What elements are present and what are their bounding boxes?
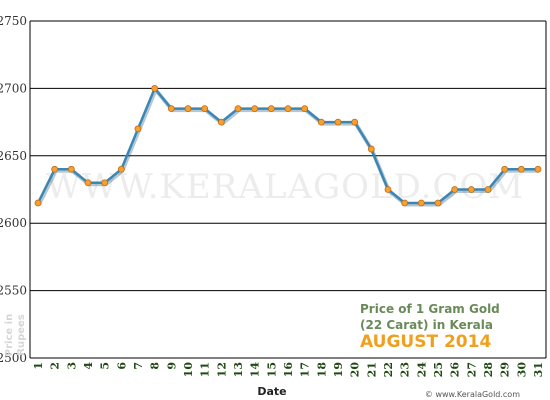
- x-tick-5: 5: [99, 362, 112, 370]
- x-tick-25: 25: [432, 362, 445, 377]
- x-tick-labels: 1 2 3 4 5 6 7 8 9 10 11 12 13 14 15 16 17 18 19 20 21 22 23 24 2…: [32, 362, 545, 378]
- x-tick-2: 2: [49, 362, 62, 370]
- data-point-17: [301, 105, 309, 113]
- x-axis-label: Date: [257, 385, 286, 398]
- x-tick-20: 20: [349, 362, 362, 378]
- data-point-28: [484, 186, 492, 193]
- y-tick-2550: 2550: [0, 284, 27, 298]
- x-tick-27: 27: [465, 362, 478, 377]
- data-point-19: [334, 118, 342, 126]
- gridlines: [30, 20, 546, 359]
- x-tick-9: 9: [165, 362, 178, 370]
- data-point-22: [384, 186, 392, 193]
- data-point-14: [251, 105, 259, 113]
- data-point-26: [451, 186, 459, 193]
- series-markers: [34, 85, 542, 207]
- x-tick-22: 22: [382, 362, 395, 377]
- x-tick-24: 24: [415, 362, 428, 378]
- data-point-23: [401, 199, 409, 207]
- x-tick-14: 14: [249, 362, 262, 378]
- data-point-21: [367, 145, 375, 153]
- x-tick-11: 11: [199, 362, 212, 377]
- chart-title-line1: Price of 1 Gram Gold: [360, 302, 500, 316]
- data-point-30: [517, 165, 525, 173]
- data-point-20: [351, 118, 359, 126]
- x-tick-12: 12: [215, 362, 228, 377]
- x-tick-26: 26: [449, 362, 462, 378]
- y-tick-2500: 2500: [0, 351, 27, 365]
- chart-subtitle: AUGUST 2014: [360, 332, 491, 352]
- y-axis-label-line1: Price in: [4, 314, 15, 356]
- y-tick-2750: 2750: [0, 14, 27, 28]
- data-point-29: [501, 165, 509, 173]
- data-point-16: [284, 105, 292, 113]
- x-tick-13: 13: [232, 362, 245, 377]
- y-tick-labels: 2500 2550 2600 2650 2700 2750: [0, 14, 27, 365]
- data-point-10: [184, 105, 192, 113]
- x-tick-18: 18: [315, 362, 328, 378]
- y-tick-2650: 2650: [0, 149, 27, 163]
- x-tick-15: 15: [265, 362, 278, 377]
- x-tick-31: 31: [532, 362, 545, 377]
- x-tick-6: 6: [115, 362, 128, 370]
- data-point-5: [101, 179, 109, 187]
- x-tick-8: 8: [149, 362, 162, 370]
- x-tick-23: 23: [399, 362, 412, 377]
- y-tick-2600: 2600: [0, 216, 27, 230]
- x-tick-10: 10: [182, 362, 195, 378]
- data-point-4: [84, 179, 92, 187]
- data-point-11: [201, 105, 209, 113]
- x-tick-28: 28: [482, 362, 495, 378]
- data-point-25: [434, 199, 442, 207]
- data-point-13: [234, 105, 242, 113]
- data-point-2: [51, 165, 59, 173]
- x-tick-1: 1: [32, 362, 45, 370]
- data-point-7: [134, 125, 142, 133]
- x-tick-16: 16: [282, 362, 295, 378]
- data-point-1: [34, 199, 42, 207]
- x-tick-19: 19: [332, 362, 345, 377]
- watermark: WWW.KERALAGOLD.COM: [46, 167, 524, 207]
- data-point-6: [117, 165, 125, 173]
- credit-text: © www.KeralaGold.com: [425, 390, 520, 399]
- data-point-12: [217, 118, 225, 126]
- data-point-8: [151, 85, 159, 92]
- x-tick-7: 7: [132, 362, 145, 370]
- x-tick-29: 29: [499, 362, 512, 377]
- y-tick-2700: 2700: [0, 81, 27, 95]
- x-tick-17: 17: [299, 362, 312, 377]
- x-tick-3: 3: [65, 362, 78, 370]
- data-point-31: [534, 165, 542, 173]
- data-point-24: [417, 199, 425, 207]
- chart-title-line2: (22 Carat) in Kerala: [360, 318, 493, 332]
- x-tick-21: 21: [365, 362, 378, 377]
- axes: [29, 21, 547, 358]
- data-point-3: [67, 165, 75, 173]
- x-tick-4: 4: [82, 362, 95, 370]
- data-point-18: [317, 118, 325, 126]
- y-axis-label-line2: Rupees: [16, 314, 27, 356]
- data-point-15: [267, 105, 275, 113]
- data-point-9: [167, 105, 175, 113]
- data-point-27: [467, 186, 475, 193]
- x-tick-30: 30: [515, 362, 528, 378]
